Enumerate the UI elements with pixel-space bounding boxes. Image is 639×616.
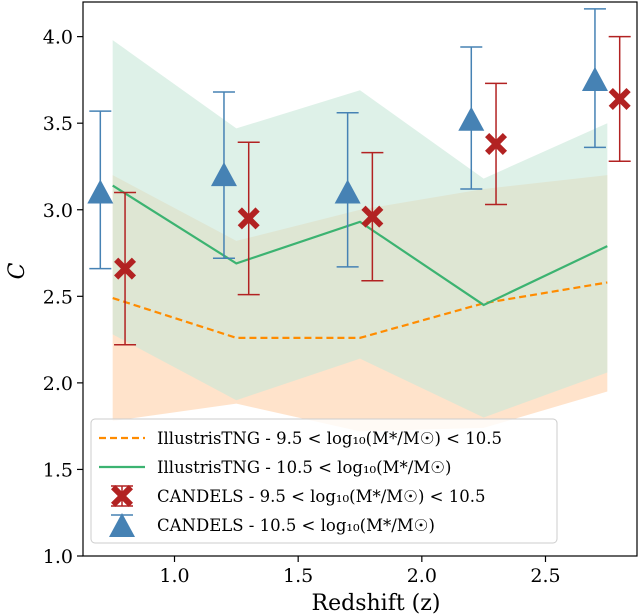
x-tick-label: 2.5 xyxy=(530,565,560,587)
candels-low-mass-point xyxy=(237,207,260,230)
tng-high-mass-line xyxy=(112,184,608,307)
lines-layer xyxy=(112,184,608,339)
y-tick-label: 1.0 xyxy=(43,546,73,568)
legend-label: IllustrisTNG - 10.5 < log₁₀(M*/M☉) xyxy=(157,458,451,477)
legend-label: IllustrisTNG - 9.5 < log₁₀(M*/M☉) < 10.5 xyxy=(157,429,502,448)
candels-low-mass-point xyxy=(485,132,508,155)
candels-high-mass-point xyxy=(581,66,608,91)
candels-high-mass-point xyxy=(334,179,361,204)
legend-box xyxy=(90,418,558,544)
candels-high-mass-point xyxy=(458,106,485,131)
y-tick-label: 4.0 xyxy=(43,27,73,49)
markers-layer xyxy=(87,8,631,346)
candels-high-mass-point xyxy=(87,179,114,204)
legend: IllustrisTNG - 9.5 < log₁₀(M*/M☉) < 10.5… xyxy=(90,418,558,544)
legend-entry: CANDELS - 10.5 < log₁₀(M*/M☉) xyxy=(109,513,435,538)
y-tick-label: 3.5 xyxy=(43,113,73,135)
tng-high-band xyxy=(112,40,608,418)
plot-frame xyxy=(82,1,638,557)
candels-low-mass-point xyxy=(361,205,384,228)
legend-entry: CANDELS - 9.5 < log₁₀(M*/M☉) < 10.5 xyxy=(111,485,485,507)
x-tick-label: 1.5 xyxy=(283,565,313,587)
ticks-layer: 1.0 1.5 2.0 2.5 1.0 1.5 2.0 2.5 3.0 3.5 4.0 xyxy=(43,27,561,587)
legend-entry: IllustrisTNG - 10.5 < log₁₀(M*/M☉) xyxy=(99,458,451,477)
candels-low-mass-point xyxy=(114,257,137,280)
y-tick-label: 1.5 xyxy=(43,459,73,481)
legend-entry: IllustrisTNG - 9.5 < log₁₀(M*/M☉) < 10.5 xyxy=(99,429,502,448)
candels-high-mass-point xyxy=(210,162,237,187)
legend-label: CANDELS - 9.5 < log₁₀(M*/M☉) < 10.5 xyxy=(157,487,485,506)
tng-low-mass-line xyxy=(112,281,608,339)
bands-layer xyxy=(112,40,608,432)
x-axis-label: Redshift (z) xyxy=(312,591,441,616)
x-tick-label: 1.0 xyxy=(159,565,189,587)
y-tick-label: 2.0 xyxy=(43,373,73,395)
y-tick-label: 3.0 xyxy=(43,200,73,222)
legend-swatch xyxy=(109,513,135,538)
x-tick-label: 2.0 xyxy=(407,565,437,587)
y-axis-label: C xyxy=(5,262,30,279)
candels-low-mass-point xyxy=(608,87,631,110)
legend-swatch xyxy=(111,485,133,507)
legend-label: CANDELS - 10.5 < log₁₀(M*/M☉) xyxy=(157,516,435,535)
y-tick-label: 2.5 xyxy=(43,286,73,308)
